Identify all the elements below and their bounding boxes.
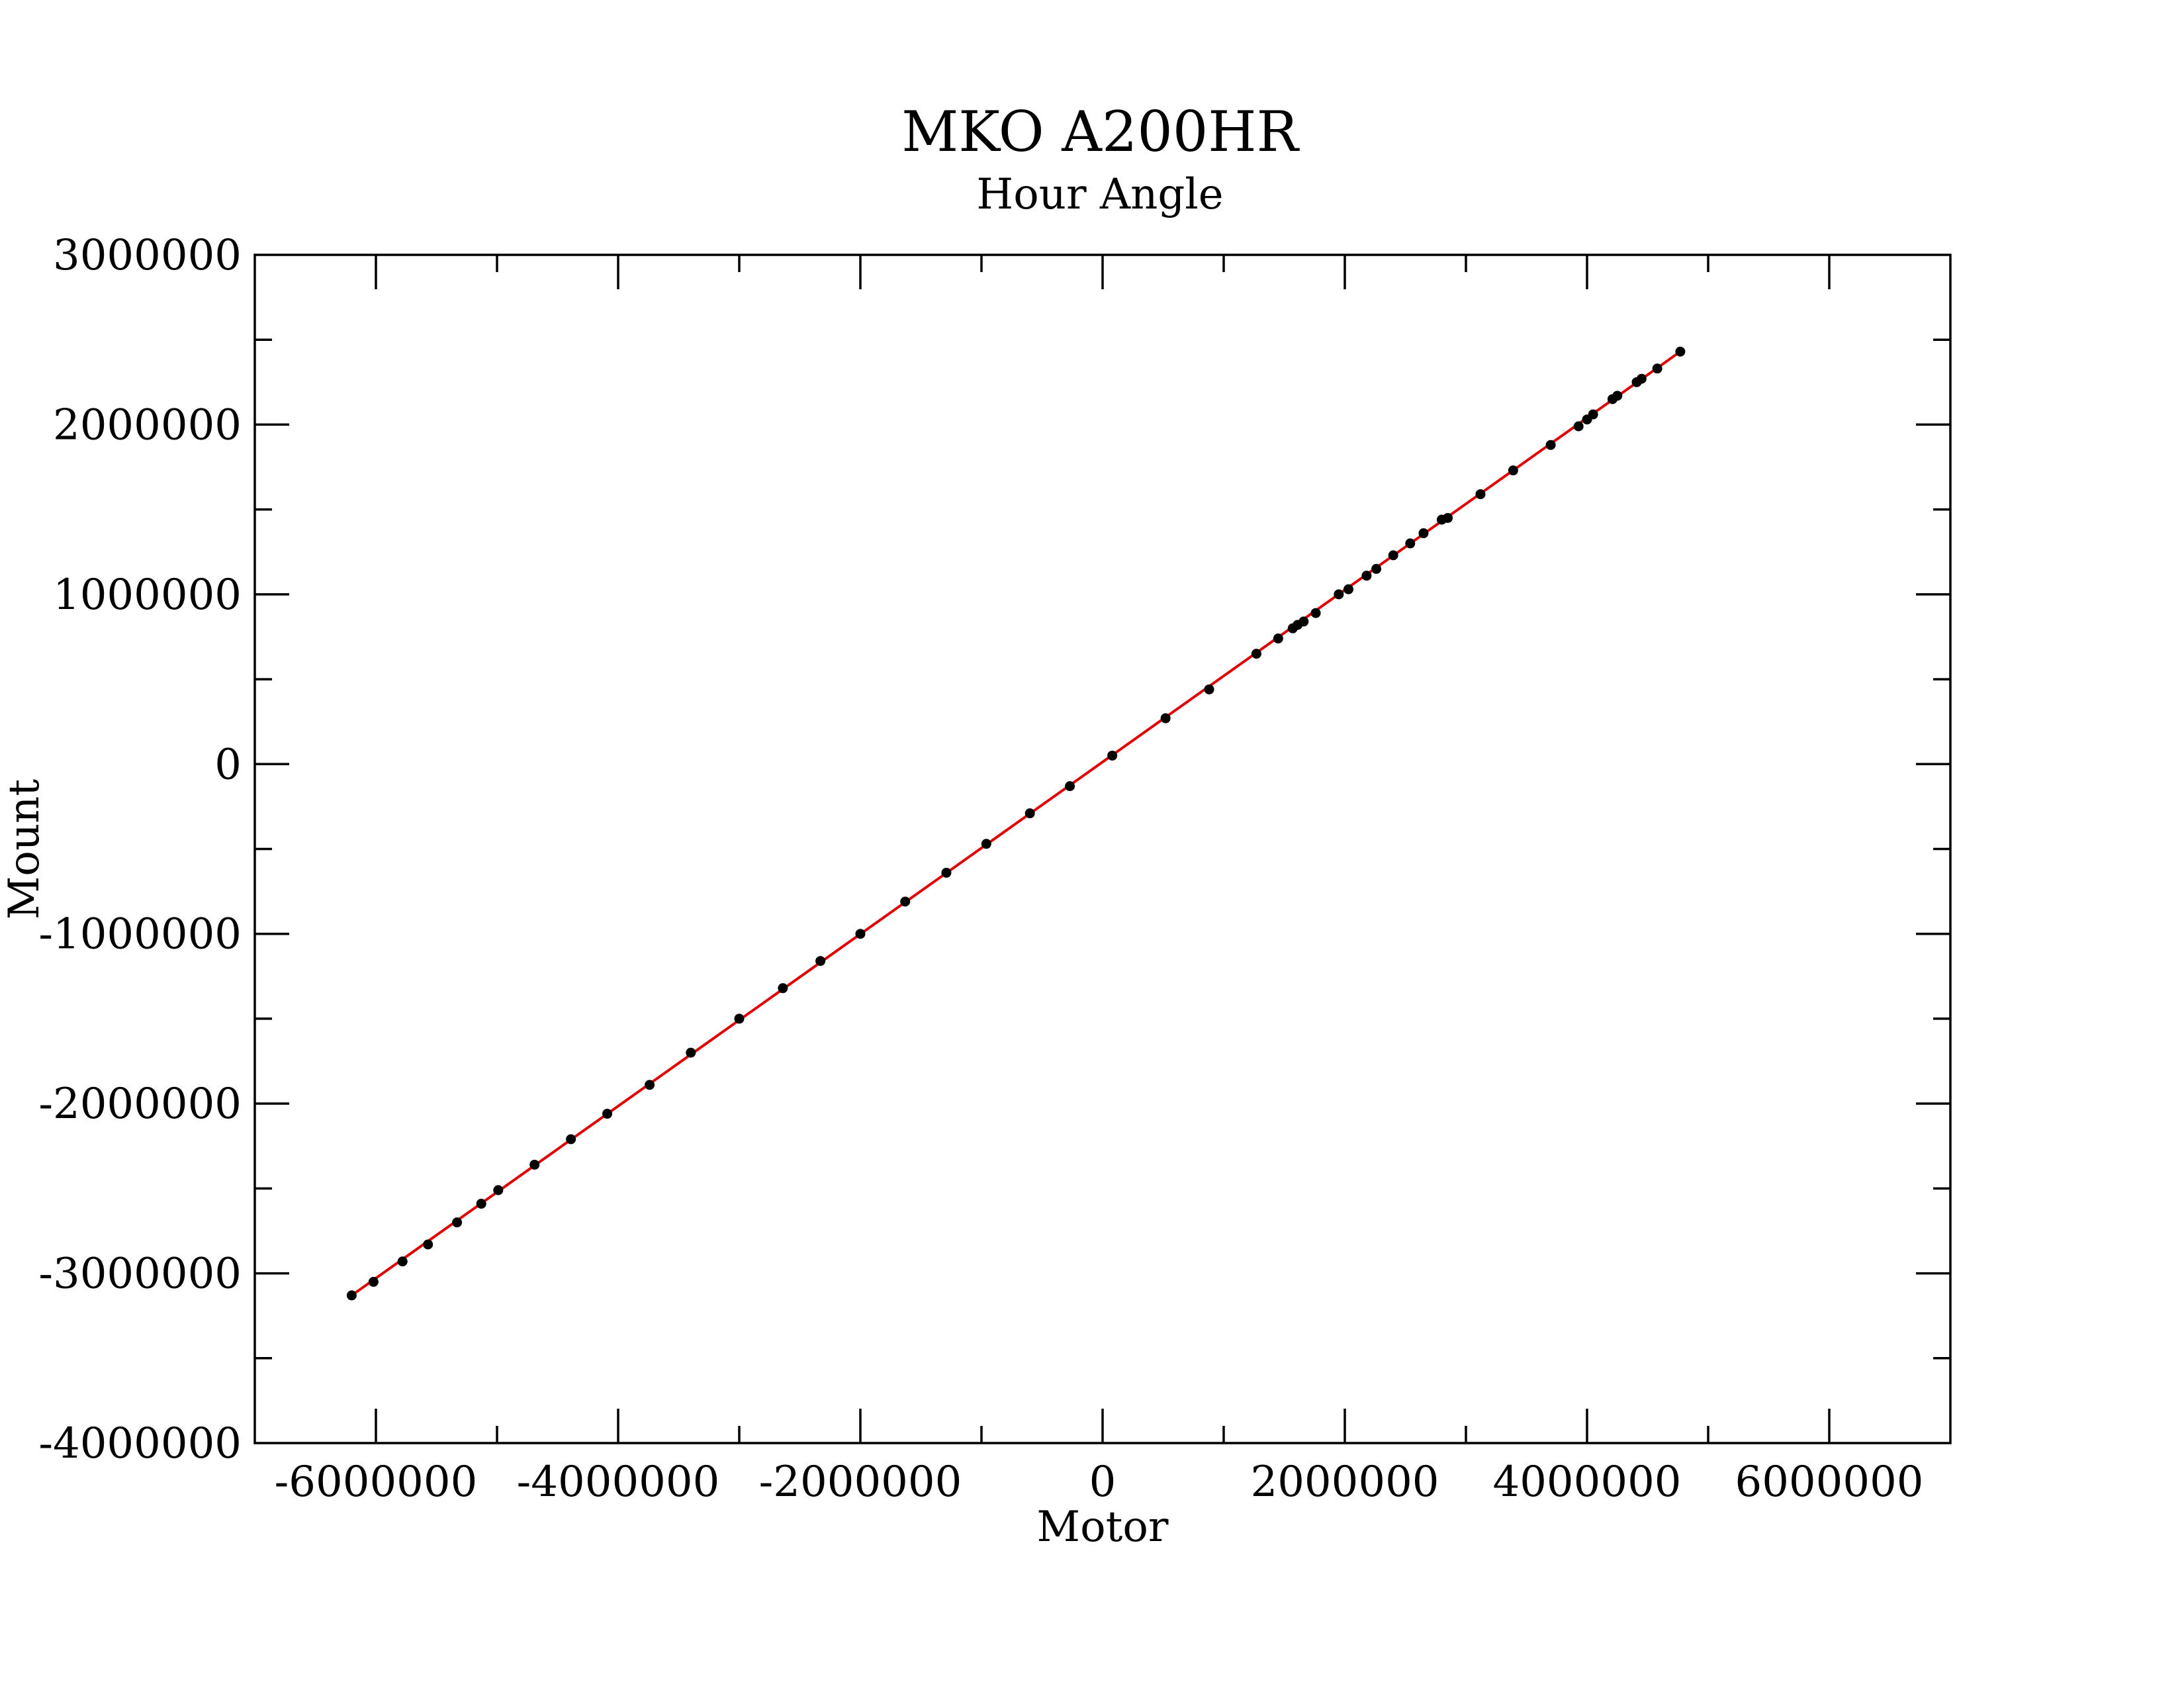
x-tick-label: -4000000: [517, 1458, 720, 1507]
y-axis-tick-labels: -4000000 -3000000 -2000000 -1000000 0 1000000…: [38, 231, 242, 1468]
data-point: [1636, 373, 1647, 384]
data-point: [734, 1013, 745, 1024]
y-tick-label: 1000000: [53, 571, 242, 620]
data-point: [1675, 346, 1686, 357]
data-point: [1652, 363, 1662, 374]
data-point: [423, 1239, 433, 1250]
x-axis-ticks: [375, 255, 1831, 1443]
y-axis-label: Mount: [0, 779, 49, 920]
data-point: [645, 1080, 655, 1090]
data-point: [1475, 489, 1486, 500]
data-point: [529, 1159, 540, 1170]
data-point: [981, 839, 991, 849]
chart-subtitle: Hour Angle: [976, 170, 1223, 219]
data-point: [602, 1109, 613, 1119]
data-point: [1418, 528, 1429, 539]
y-tick-label: -4000000: [38, 1419, 242, 1468]
x-tick-label: 0: [1089, 1458, 1116, 1507]
data-point: [368, 1276, 379, 1287]
data-point: [1024, 808, 1035, 819]
data-point: [1405, 538, 1416, 549]
data-point: [1508, 465, 1518, 476]
x-tick-label: 2000000: [1250, 1458, 1439, 1507]
y-tick-label: 2000000: [53, 400, 242, 449]
x-axis-tick-labels: -6000000 -4000000 -2000000 0 2000000 4000000 6…: [275, 1458, 1924, 1507]
data-point: [566, 1134, 576, 1145]
data-point: [493, 1185, 504, 1196]
x-tick-label: -6000000: [275, 1458, 478, 1507]
data-point: [1612, 391, 1623, 401]
plot-area-frame: [253, 254, 1952, 1444]
data-point: [476, 1198, 486, 1209]
data-point: [1371, 563, 1382, 574]
x-axis-label: Motor: [1037, 1503, 1169, 1552]
y-tick-label: -2000000: [38, 1080, 242, 1129]
data-point: [1310, 608, 1321, 618]
data-point: [941, 867, 952, 878]
y-tick-label: 3000000: [53, 231, 242, 280]
data-point: [1298, 616, 1309, 627]
data-point: [1545, 440, 1556, 450]
data-point: [778, 983, 788, 994]
data-point: [1107, 750, 1118, 761]
data-point: [1588, 409, 1598, 420]
data-point: [397, 1256, 408, 1267]
y-tick-label: -3000000: [38, 1250, 242, 1299]
x-tick-label: 6000000: [1735, 1458, 1923, 1507]
y-tick-label: 0: [214, 740, 242, 789]
data-point: [815, 956, 826, 966]
data-point: [1361, 571, 1372, 581]
data-point: [1443, 512, 1453, 523]
data-point: [1251, 649, 1261, 659]
data-point: [900, 896, 911, 907]
data-point: [346, 1290, 357, 1301]
data-point: [1388, 550, 1398, 561]
data-point: [452, 1217, 463, 1228]
data-point: [686, 1047, 696, 1058]
y-tick-label: -1000000: [38, 910, 242, 959]
data-point: [1573, 421, 1584, 432]
y-axis-ticks: [255, 338, 1950, 1360]
data-point: [1343, 584, 1353, 594]
data-point: [1065, 781, 1075, 792]
data-point: [1204, 684, 1214, 694]
x-tick-label: -2000000: [759, 1458, 962, 1507]
data-point: [855, 929, 866, 939]
chart-title: MKO A200HR: [901, 99, 1300, 164]
data-point: [1160, 713, 1171, 724]
data-points: [346, 346, 1686, 1301]
x-tick-label: 4000000: [1492, 1458, 1681, 1507]
data-point: [1273, 633, 1283, 644]
data-point: [1334, 589, 1344, 600]
